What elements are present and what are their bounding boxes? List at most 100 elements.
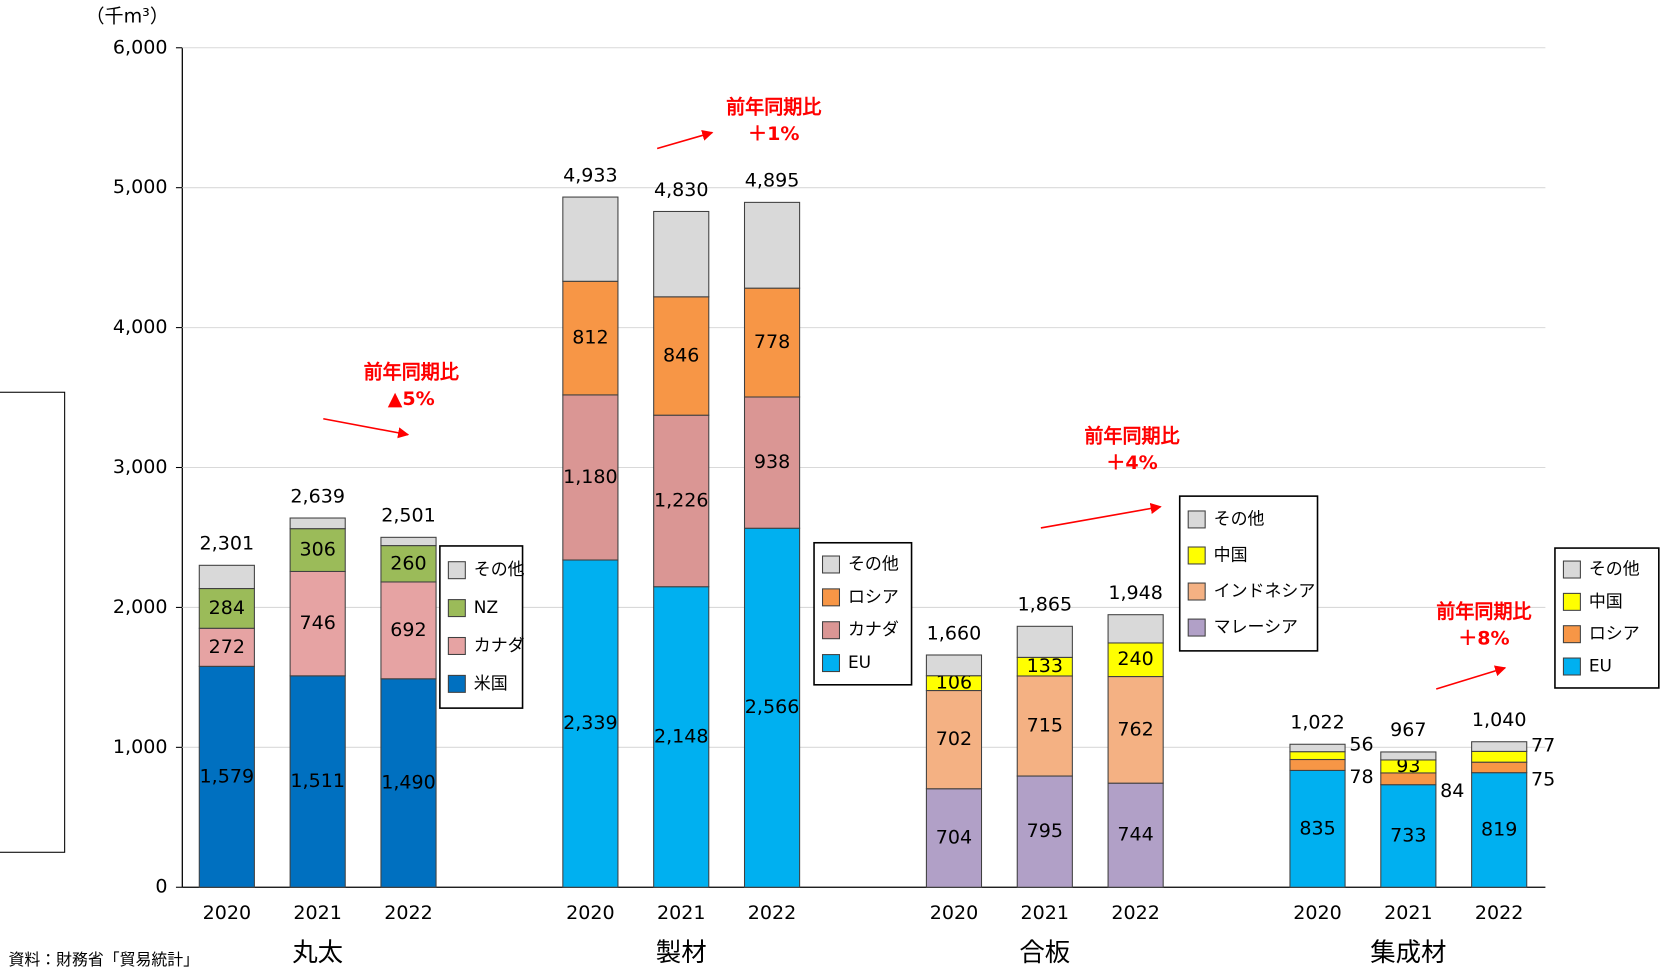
bar-segment [653,210,710,298]
total-label: 967 [1390,719,1426,741]
annotation: ＋8% [1458,628,1509,650]
bar-segment [743,201,801,289]
y-tick-label: 4,000 [113,316,168,338]
value-label: 812 [572,327,608,349]
bar-segment [925,788,983,888]
value-label: 733 [1390,824,1426,846]
source-note: 資料：財務省「貿易統計」 [8,950,199,969]
x-tick-label: 2020 [203,902,252,924]
total-label: 1,022 [1290,712,1345,734]
bar-segment [1107,676,1164,784]
annotation: 前年同期比 [1084,424,1179,447]
annotation-arrow [656,129,714,150]
bar-segment [562,280,619,396]
legend-swatch [1562,625,1581,644]
value-label: 744 [1117,824,1153,846]
value-label: 78 [1349,766,1373,788]
y-tick-label: 0 [155,876,167,898]
bar-segment [1380,784,1437,888]
value-label: 306 [299,539,335,561]
bar-segment [743,396,801,529]
bar-segment [1289,751,1346,761]
bar-segment [1380,751,1437,761]
bar-segment [289,570,346,677]
value-label: 715 [1027,715,1063,737]
legend-swatch [821,588,841,607]
value-label: 260 [390,552,426,574]
legend-label: カナダ [474,635,525,655]
bar-segment [1471,772,1528,888]
bar-segment [653,414,710,588]
bar-segment [380,536,437,547]
value-label: 819 [1481,818,1517,840]
total-label: 2,301 [200,533,255,555]
legend-swatch [821,621,841,640]
x-tick-label: 2022 [1475,902,1524,924]
value-label: 1,579 [200,765,255,787]
legend-label: その他 [1214,508,1265,528]
annotation-arrow [1435,665,1507,690]
legend-swatch [1187,618,1206,637]
total-label: 1,865 [1018,594,1073,616]
value-label: 692 [390,619,426,641]
x-tick-label: 2022 [748,902,797,924]
bar-segment [198,588,255,629]
value-label: 240 [1117,648,1153,670]
value-label: 1,180 [563,466,618,488]
annotation: ＋4% [1106,452,1157,474]
legend-label: ロシア [1589,623,1640,643]
bar-segment [653,586,710,888]
value-label: 778 [754,331,790,353]
value-label: 835 [1299,817,1335,839]
bar-segment [653,296,710,416]
legend-swatch [1187,546,1206,565]
bar-segment [1016,625,1073,658]
total-label: 1,660 [927,622,982,644]
unit-label: （千m³） [85,6,168,28]
bar-segment [1471,741,1528,752]
bar-segment [562,394,619,561]
y-tick-label: 6,000 [113,36,168,58]
legend-label: マレーシア [1214,617,1298,637]
legend-swatch [1562,560,1581,579]
bar-segment [925,654,983,677]
value-label: 746 [299,612,335,634]
value-label: 938 [754,451,790,473]
x-tick-label: 2022 [1111,902,1160,924]
value-label: 2,566 [745,696,800,718]
legend-label: インドネシア [1214,581,1316,601]
y-tick-label: 5,000 [113,176,168,198]
value-label: 762 [1117,718,1153,740]
annotation-arrow [323,417,410,439]
bar-segment [1471,761,1528,774]
legend-swatch [821,654,841,673]
annotation: ＋1% [748,123,799,145]
bar-segment [198,665,255,888]
x-tick-label: 2021 [293,902,342,924]
bar-segment [1289,758,1346,771]
value-label: 84 [1440,780,1464,802]
bar-segment [289,675,346,888]
legend-label: 中国 [1214,544,1248,564]
x-tick-label: 2020 [930,902,979,924]
legend-swatch [447,636,466,655]
value-label: 284 [209,597,245,619]
bar-segment [1107,782,1164,888]
value-label: 133 [1027,655,1063,677]
legend-swatch [1562,657,1581,676]
bar-segment [743,527,801,888]
group-label: 合板 [1019,937,1070,967]
annotation: 前年同期比 [726,96,821,119]
bar-segment [562,196,619,282]
total-label: 4,895 [745,170,800,192]
bar-segment [289,517,346,530]
value-label: 704 [936,827,972,849]
annotation: 前年同期比 [1436,600,1531,623]
value-label: 795 [1027,820,1063,842]
bar-segment [925,690,983,790]
x-tick-label: 2020 [1293,902,1342,924]
total-label: 2,639 [290,485,345,507]
group-label: 製材 [656,937,707,967]
